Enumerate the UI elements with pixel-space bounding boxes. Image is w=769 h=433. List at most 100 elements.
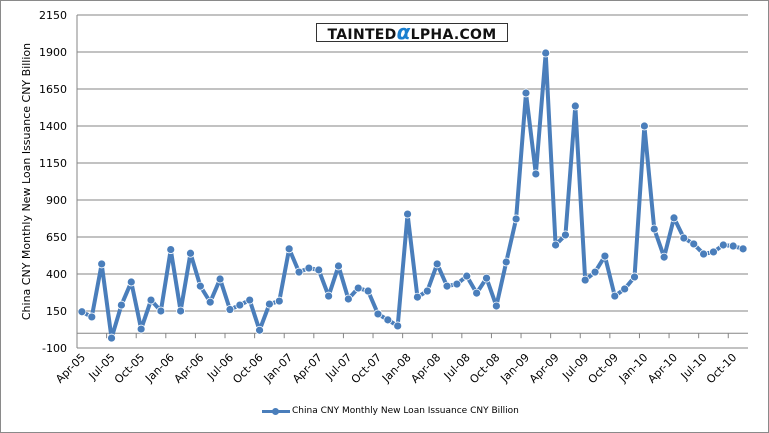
data-point — [225, 305, 235, 314]
y-tick-label: 650 — [46, 231, 67, 244]
data-point — [353, 283, 363, 293]
y-tick-label: 1150 — [39, 157, 67, 170]
x-tick-label: Apr-08 — [408, 351, 443, 386]
data-point — [699, 249, 708, 259]
data-point — [156, 306, 166, 316]
data-point — [511, 214, 521, 224]
data-point — [324, 291, 334, 301]
x-tick-label: Jan-08 — [379, 351, 414, 386]
data-point — [363, 286, 373, 296]
data-point — [738, 244, 748, 254]
data-point — [403, 209, 412, 219]
data-point — [107, 333, 116, 343]
data-point — [176, 306, 186, 316]
data-point — [284, 244, 294, 254]
y-tick-label: 150 — [46, 305, 67, 318]
x-tick-label: Oct-05 — [112, 351, 147, 386]
data-point — [205, 297, 215, 307]
x-tick-label: Apr-07 — [290, 351, 325, 386]
x-tick-label: Jan-10 — [616, 351, 651, 386]
data-point — [452, 279, 462, 289]
x-tick-label: Jan-06 — [142, 351, 177, 386]
data-point — [669, 213, 679, 223]
watermark-logo: TAINTEDαLPHA.COM — [316, 22, 508, 43]
data-point — [117, 300, 126, 310]
data-point — [265, 299, 274, 309]
x-tick-label: Jan-07 — [261, 351, 296, 386]
data-point — [610, 291, 620, 301]
data-point — [590, 267, 600, 277]
data-point — [689, 239, 699, 249]
y-tick-label: 1650 — [39, 83, 67, 96]
series-line — [81, 51, 744, 341]
data-point — [383, 315, 393, 325]
data-point — [639, 121, 649, 131]
data-point — [294, 267, 304, 277]
data-point — [87, 312, 97, 322]
data-point — [235, 300, 245, 310]
data-point — [531, 169, 541, 179]
x-tick-label: Oct-09 — [586, 351, 621, 386]
data-point — [136, 324, 146, 334]
data-point — [166, 245, 176, 254]
data-point — [126, 277, 136, 287]
data-point — [472, 288, 482, 298]
x-tick-label: Jan-09 — [497, 351, 532, 386]
x-tick-label: Oct-10 — [704, 351, 739, 386]
data-point — [600, 251, 610, 261]
data-point — [413, 292, 422, 302]
data-point — [728, 241, 738, 251]
data-point — [432, 259, 442, 269]
legend: China CNY Monthly New Loan Issuance CNY … — [262, 406, 519, 416]
x-tick-label: Oct-08 — [467, 351, 502, 386]
data-point — [334, 261, 343, 271]
data-point — [501, 257, 511, 267]
y-axis-title: China CNY Monthly New Loan Issuance CNY … — [20, 43, 33, 320]
x-tick-label: Apr-06 — [172, 351, 207, 386]
data-point — [541, 48, 551, 58]
x-tick-label: Apr-10 — [645, 351, 680, 386]
data-point — [659, 252, 669, 262]
data-point — [186, 248, 195, 258]
data-point — [422, 286, 432, 296]
data-point — [245, 295, 255, 305]
x-tick-label: Apr-05 — [53, 351, 88, 386]
y-tick-label: 900 — [46, 194, 67, 207]
data-point — [343, 294, 353, 304]
data-point — [551, 240, 560, 250]
data-point — [709, 247, 718, 257]
data-point — [304, 263, 314, 273]
data-point — [630, 272, 639, 282]
data-point — [679, 233, 689, 243]
data-point — [274, 296, 284, 306]
data-point — [718, 240, 728, 250]
legend-label: China CNY Monthly New Loan Issuance CNY … — [292, 406, 519, 416]
data-point — [570, 101, 580, 111]
data-point — [195, 281, 205, 291]
data-point — [146, 295, 156, 305]
data-point — [561, 230, 570, 240]
x-tick-label: Apr-09 — [527, 351, 562, 386]
data-point — [491, 301, 501, 311]
data-point — [373, 309, 383, 319]
data-point — [620, 284, 630, 294]
data-point — [97, 259, 107, 269]
y-tick-label: -100 — [42, 342, 67, 355]
x-tick-label: Oct-06 — [230, 351, 265, 386]
data-point — [442, 281, 452, 291]
data-point — [215, 274, 225, 284]
data-point — [255, 325, 264, 335]
data-point — [393, 321, 403, 331]
data-point — [649, 224, 659, 234]
y-tick-label: 1400 — [39, 120, 67, 133]
data-point — [580, 275, 590, 285]
data-point — [77, 307, 87, 317]
legend-swatch — [262, 407, 290, 415]
data-point — [462, 271, 472, 281]
data-point — [521, 88, 531, 98]
y-tick-label: 400 — [46, 268, 67, 281]
y-tick-label: 1900 — [39, 46, 67, 59]
data-point — [482, 273, 491, 283]
